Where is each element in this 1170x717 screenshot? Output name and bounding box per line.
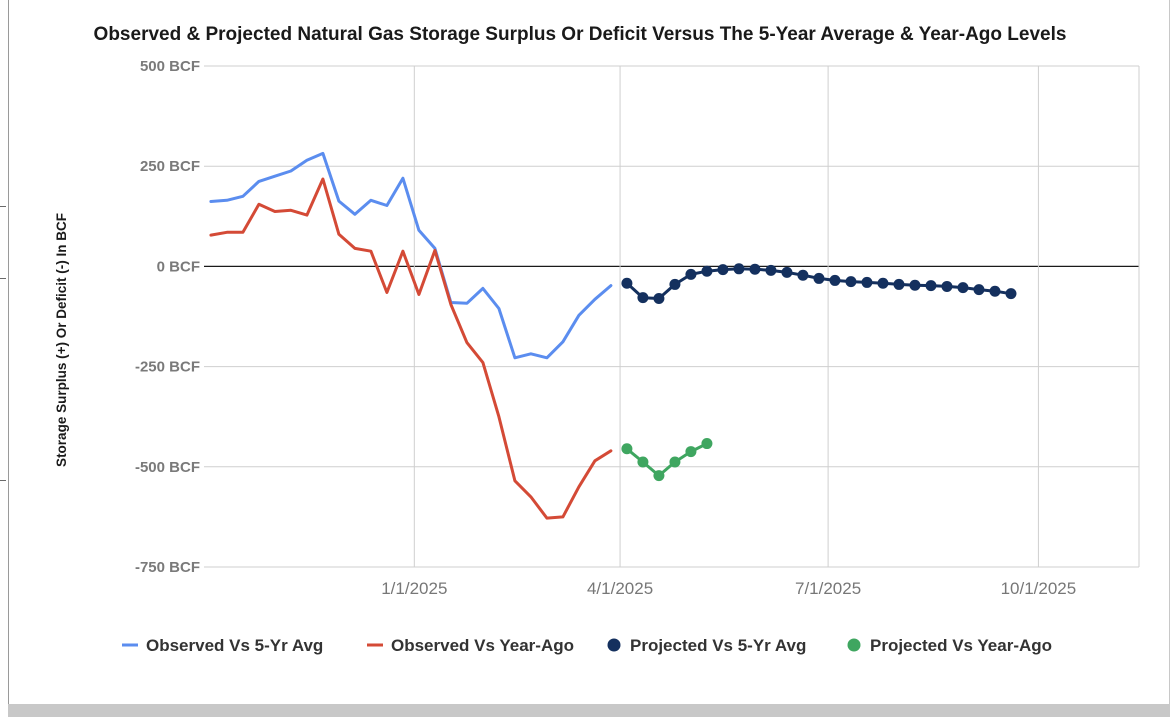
legend-marker bbox=[847, 638, 861, 652]
data-point bbox=[973, 284, 985, 296]
data-point bbox=[1005, 288, 1017, 300]
data-point bbox=[701, 438, 713, 450]
data-point bbox=[893, 278, 905, 290]
x-tick-label: 1/1/2025 bbox=[381, 579, 447, 598]
x-tick-label: 4/1/2025 bbox=[587, 579, 653, 598]
data-point bbox=[813, 272, 825, 284]
data-point bbox=[621, 443, 633, 455]
data-point bbox=[621, 277, 633, 289]
data-point bbox=[989, 285, 1001, 297]
data-point bbox=[749, 263, 761, 275]
data-point bbox=[781, 266, 793, 278]
legend: Observed Vs 5-Yr Avg Observed Vs Year-Ago… bbox=[122, 636, 1052, 655]
data-point bbox=[669, 278, 681, 290]
series-observed-vs-year-ago bbox=[209, 177, 613, 520]
y-axis-ticks: 500 BCF 250 BCF 0 BCF -250 BCF -500 BCF -750 … bbox=[135, 58, 200, 576]
edge-tick bbox=[0, 278, 6, 279]
data-point bbox=[909, 279, 921, 291]
series-projected-vs-5-yr-avg bbox=[621, 263, 1017, 304]
edge-tick bbox=[0, 206, 6, 207]
y-axis-title: Storage Surplus (+) Or Deficit (-) In BC… bbox=[54, 213, 69, 467]
data-point bbox=[957, 282, 969, 294]
grid bbox=[204, 65, 1140, 568]
x-tick-label: 7/1/2025 bbox=[795, 579, 861, 598]
data-point bbox=[637, 292, 649, 304]
data-point bbox=[701, 265, 713, 277]
data-point bbox=[797, 269, 809, 281]
y-tick-label: -750 BCF bbox=[135, 559, 200, 576]
legend-label: Projected Vs Year-Ago bbox=[870, 636, 1052, 655]
data-point bbox=[637, 456, 649, 468]
series-projected-vs-year-ago bbox=[621, 438, 713, 482]
legend-item: Observed Vs Year-Ago bbox=[367, 636, 574, 655]
chart-svg: Observed & Projected Natural Gas Storage… bbox=[54, 24, 1140, 655]
chart-frame: Observed & Projected Natural Gas Storage… bbox=[8, 0, 1169, 704]
data-point bbox=[877, 277, 889, 289]
y-tick-label: 0 BCF bbox=[157, 258, 200, 275]
data-point bbox=[941, 280, 953, 292]
y-tick-label: 250 BCF bbox=[140, 158, 200, 175]
data-point bbox=[925, 280, 937, 292]
series-layer bbox=[209, 151, 1017, 520]
data-point bbox=[861, 276, 873, 288]
data-point bbox=[845, 276, 857, 288]
data-point bbox=[685, 446, 697, 458]
legend-marker bbox=[607, 638, 621, 652]
data-point bbox=[685, 268, 697, 280]
series-line bbox=[209, 177, 613, 520]
legend-label: Observed Vs Year-Ago bbox=[391, 636, 574, 655]
data-point bbox=[653, 470, 665, 482]
legend-item: Projected Vs 5-Yr Avg bbox=[607, 636, 806, 655]
data-point bbox=[733, 263, 745, 275]
series-observed-vs-5-yr-avg bbox=[209, 151, 613, 360]
data-point bbox=[653, 292, 665, 304]
x-tick-label: 10/1/2025 bbox=[1001, 579, 1077, 598]
data-point bbox=[717, 264, 729, 276]
data-point bbox=[669, 456, 681, 468]
series-line bbox=[209, 151, 613, 360]
legend-item: Observed Vs 5-Yr Avg bbox=[122, 636, 323, 655]
legend-item: Projected Vs Year-Ago bbox=[847, 636, 1052, 655]
left-edge-strip bbox=[0, 0, 8, 717]
data-point bbox=[829, 274, 841, 286]
x-axis-ticks: 1/1/2025 4/1/2025 7/1/2025 10/1/2025 bbox=[381, 579, 1076, 598]
chart-title: Observed & Projected Natural Gas Storage… bbox=[94, 24, 1067, 45]
data-point bbox=[765, 264, 777, 276]
y-tick-label: 500 BCF bbox=[140, 58, 200, 75]
y-tick-label: -250 BCF bbox=[135, 359, 200, 376]
legend-label: Projected Vs 5-Yr Avg bbox=[630, 636, 806, 655]
edge-tick bbox=[0, 480, 6, 481]
legend-label: Observed Vs 5-Yr Avg bbox=[146, 636, 323, 655]
y-tick-label: -500 BCF bbox=[135, 459, 200, 476]
